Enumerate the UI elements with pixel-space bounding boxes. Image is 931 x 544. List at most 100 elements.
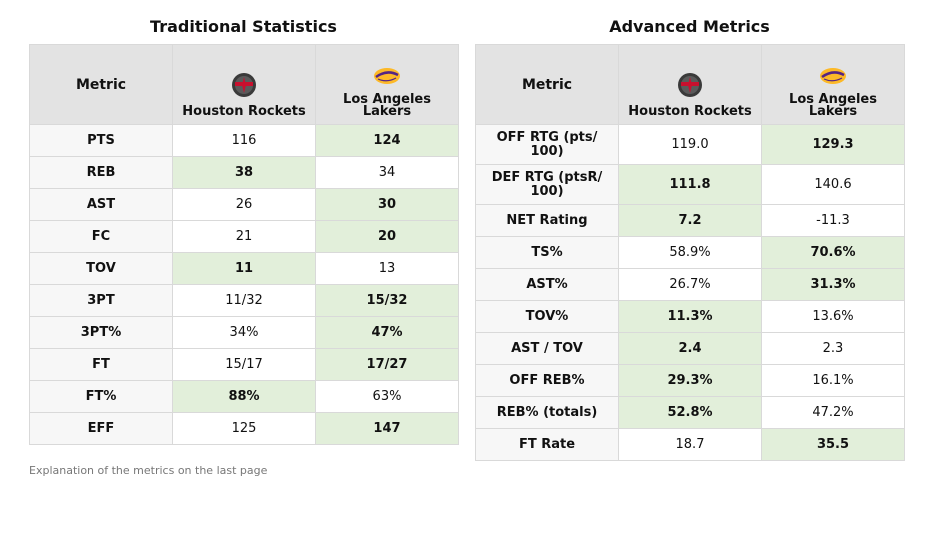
metric-cell: OFF RTG (pts/ 100)	[475, 124, 619, 165]
table-row: DEF RTG (ptsR/ 100) 111.8 140.6	[475, 164, 905, 205]
metric-cell: TS%	[475, 236, 619, 269]
table-row: FC 21 20	[29, 220, 459, 253]
team1-value-cell: 125	[172, 412, 316, 445]
advanced-table: Metric Houston Rockets	[475, 44, 905, 461]
metric-cell: FT Rate	[475, 428, 619, 461]
table-row: AST / TOV 2.4 2.3	[475, 332, 905, 365]
team2-value-cell: 34	[315, 156, 459, 189]
traditional-title: Traditional Statistics	[150, 17, 337, 36]
advanced-panel: Advanced Metrics Metric Houston Rockets	[475, 0, 905, 461]
metric-cell: 3PT%	[29, 316, 173, 349]
team1-value-cell: 58.9%	[618, 236, 762, 269]
team1-value-cell: 11	[172, 252, 316, 285]
lakers-logo-icon	[820, 68, 846, 84]
team2-value-cell: 47%	[315, 316, 459, 349]
table-row: REB% (totals) 52.8% 47.2%	[475, 396, 905, 429]
table-row: NET Rating 7.2 -11.3	[475, 204, 905, 237]
metric-column-header: Metric	[29, 44, 173, 125]
metric-cell: AST / TOV	[475, 332, 619, 365]
table-row: EFF 125 147	[29, 412, 459, 445]
team1-column-header: Houston Rockets	[618, 44, 762, 125]
team1-value-cell: 29.3%	[618, 364, 762, 397]
metric-cell: EFF	[29, 412, 173, 445]
team2-value-cell: 2.3	[761, 332, 905, 365]
table-row: FT 15/17 17/27	[29, 348, 459, 381]
traditional-header-row: Metric Houston Rockets	[29, 44, 459, 125]
team1-value-cell: 111.8	[618, 164, 762, 205]
team2-value-cell: 129.3	[761, 124, 905, 165]
team1-value-cell: 21	[172, 220, 316, 253]
advanced-title: Advanced Metrics	[609, 17, 770, 36]
team2-value-cell: 124	[315, 124, 459, 157]
metric-cell: DEF RTG (ptsR/ 100)	[475, 164, 619, 205]
team2-column-header: Los Angeles Lakers	[761, 44, 905, 125]
table-row: PTS 116 124	[29, 124, 459, 157]
metric-cell: TOV%	[475, 300, 619, 333]
team2-value-cell: 16.1%	[761, 364, 905, 397]
team1-value-cell: 26.7%	[618, 268, 762, 301]
team1-value-cell: 119.0	[618, 124, 762, 165]
team2-value-cell: 17/27	[315, 348, 459, 381]
metric-cell: AST	[29, 188, 173, 221]
team1-name: Houston Rockets	[628, 104, 752, 119]
table-row: REB 38 34	[29, 156, 459, 189]
team1-value-cell: 11/32	[172, 284, 316, 317]
team1-value-cell: 116	[172, 124, 316, 157]
traditional-panel: Traditional Statistics Metric Houston Ro…	[29, 0, 459, 445]
table-row: FT% 88% 63%	[29, 380, 459, 413]
metric-cell: NET Rating	[475, 204, 619, 237]
team1-value-cell: 38	[172, 156, 316, 189]
team2-value-cell: 63%	[315, 380, 459, 413]
metric-column-header: Metric	[475, 44, 619, 125]
team1-value-cell: 2.4	[618, 332, 762, 365]
metric-cell: FT	[29, 348, 173, 381]
team1-value-cell: 7.2	[618, 204, 762, 237]
team2-value-cell: 30	[315, 188, 459, 221]
advanced-table-body: OFF RTG (pts/ 100) 119.0 129.3 DEF RTG (pts…	[475, 124, 905, 461]
team1-name: Houston Rockets	[182, 104, 306, 119]
team2-value-cell: 20	[315, 220, 459, 253]
team1-value-cell: 34%	[172, 316, 316, 349]
team2-value-cell: 140.6	[761, 164, 905, 205]
table-row: TOV 11 13	[29, 252, 459, 285]
team2-value-cell: 35.5	[761, 428, 905, 461]
team2-value-cell: 47.2%	[761, 396, 905, 429]
team1-value-cell: 18.7	[618, 428, 762, 461]
table-row: OFF RTG (pts/ 100) 119.0 129.3	[475, 124, 905, 165]
team2-value-cell: 13.6%	[761, 300, 905, 333]
metric-cell: AST%	[475, 268, 619, 301]
table-row: TS% 58.9% 70.6%	[475, 236, 905, 269]
team2-value-cell: 70.6%	[761, 236, 905, 269]
traditional-table-body: PTS 116 124 REB 38 34 AST 26 30 FC 21 20 TOV 11 13 3PT 1…	[29, 124, 459, 445]
team2-column-header: Los Angeles Lakers	[315, 44, 459, 125]
team2-name: Los Angeles Lakers	[343, 92, 431, 119]
team1-column-header: Houston Rockets	[172, 44, 316, 125]
rockets-logo-icon	[678, 73, 702, 97]
team1-value-cell: 26	[172, 188, 316, 221]
team2-value-cell: 13	[315, 252, 459, 285]
team2-value-cell: 15/32	[315, 284, 459, 317]
table-row: AST 26 30	[29, 188, 459, 221]
metric-cell: PTS	[29, 124, 173, 157]
metric-cell: REB% (totals)	[475, 396, 619, 429]
footnote: Explanation of the metrics on the last p…	[29, 464, 268, 477]
metric-cell: REB	[29, 156, 173, 189]
team1-value-cell: 88%	[172, 380, 316, 413]
table-row: FT Rate 18.7 35.5	[475, 428, 905, 461]
metric-cell: OFF REB%	[475, 364, 619, 397]
team2-value-cell: 31.3%	[761, 268, 905, 301]
rockets-logo-icon	[232, 73, 256, 97]
table-row: 3PT% 34% 47%	[29, 316, 459, 349]
metric-cell: 3PT	[29, 284, 173, 317]
metric-cell: FT%	[29, 380, 173, 413]
team1-value-cell: 52.8%	[618, 396, 762, 429]
team1-value-cell: 11.3%	[618, 300, 762, 333]
table-row: OFF REB% 29.3% 16.1%	[475, 364, 905, 397]
advanced-header-row: Metric Houston Rockets	[475, 44, 905, 125]
table-row: 3PT 11/32 15/32	[29, 284, 459, 317]
traditional-table: Metric Houston Rockets	[29, 44, 459, 445]
metric-cell: TOV	[29, 252, 173, 285]
team2-value-cell: -11.3	[761, 204, 905, 237]
team2-value-cell: 147	[315, 412, 459, 445]
lakers-logo-icon	[374, 68, 400, 84]
